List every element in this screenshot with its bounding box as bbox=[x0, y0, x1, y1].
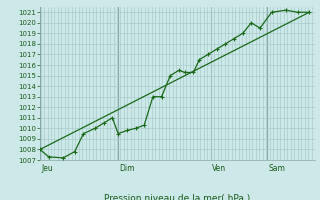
Text: Jeu: Jeu bbox=[42, 164, 53, 173]
Text: Dim: Dim bbox=[120, 164, 135, 173]
Text: Pression niveau de la mer( hPa ): Pression niveau de la mer( hPa ) bbox=[104, 194, 251, 200]
Text: Ven: Ven bbox=[212, 164, 226, 173]
Text: Sam: Sam bbox=[269, 164, 285, 173]
